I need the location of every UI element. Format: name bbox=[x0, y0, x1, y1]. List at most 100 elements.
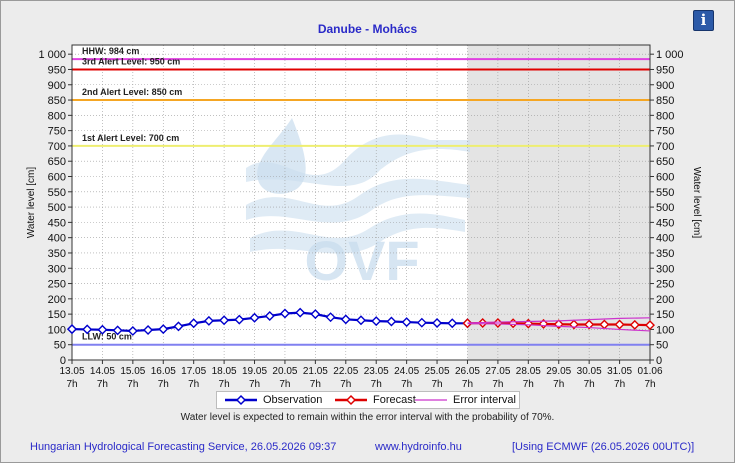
y-tick-label-right: 250 bbox=[656, 279, 674, 291]
y-tick-label-right: 400 bbox=[656, 233, 674, 245]
x-tick-label-hour: 7h bbox=[340, 379, 351, 390]
y-tick-label-left: 800 bbox=[48, 110, 66, 122]
x-tick-label-date: 17.05 bbox=[181, 366, 206, 377]
x-tick-label-date: 28.05 bbox=[516, 366, 541, 377]
y-tick-label-right: 300 bbox=[656, 263, 674, 275]
data-point-observation bbox=[127, 325, 138, 336]
x-tick-label-date: 15.05 bbox=[120, 366, 145, 377]
forecast-line-icon bbox=[335, 394, 367, 406]
y-tick-label-left: 500 bbox=[48, 202, 66, 214]
y-tick-label-right: 450 bbox=[656, 217, 674, 229]
data-point-observation bbox=[371, 316, 382, 327]
y-tick-label-right: 1 000 bbox=[656, 49, 684, 61]
error-interval-lower-line bbox=[467, 323, 651, 332]
watermark-text: OVF bbox=[304, 229, 419, 292]
x-tick-label-date: 18.05 bbox=[212, 366, 237, 377]
data-point-observation bbox=[249, 312, 260, 323]
y-tick-label-left: 400 bbox=[48, 233, 66, 245]
data-point-forecast bbox=[462, 318, 473, 329]
x-tick-label-hour: 7h bbox=[614, 379, 625, 390]
ovf-watermark: OVF bbox=[246, 118, 470, 292]
x-tick-label-hour: 7h bbox=[371, 379, 382, 390]
x-tick-label-date: 16.05 bbox=[151, 366, 176, 377]
x-tick-label-date: 21.05 bbox=[303, 366, 328, 377]
y-tick-label-right: 500 bbox=[656, 202, 674, 214]
y-tick-label-left: 450 bbox=[48, 217, 66, 229]
y-tick-label-right: 0 bbox=[656, 355, 662, 367]
data-point-observation bbox=[173, 321, 184, 332]
y-tick-label-right: 900 bbox=[656, 80, 674, 92]
x-tick-label-hour: 7h bbox=[401, 379, 412, 390]
info-icon[interactable]: i bbox=[693, 10, 714, 31]
x-tick-label-date: 22.05 bbox=[333, 366, 358, 377]
y-tick-label-right: 550 bbox=[656, 187, 674, 199]
data-point-observation bbox=[67, 324, 77, 335]
y-tick-label-left: 600 bbox=[48, 172, 66, 184]
data-point-observation bbox=[340, 314, 351, 325]
x-tick-label-date: 20.05 bbox=[272, 366, 297, 377]
data-point-forecast bbox=[645, 320, 655, 331]
plot-border bbox=[71, 44, 651, 361]
y-tick-label-left: 300 bbox=[48, 263, 66, 275]
y-tick-label-left: 100 bbox=[48, 324, 66, 336]
data-point-observation bbox=[432, 318, 443, 328]
y-tick-label-right: 150 bbox=[656, 309, 674, 321]
forecast-period-shade bbox=[467, 45, 650, 360]
x-tick-label-hour: 7h bbox=[523, 379, 534, 390]
y-tick-label-right: 200 bbox=[656, 294, 674, 306]
data-point-observation bbox=[310, 309, 321, 320]
footer-website-link[interactable]: www.hydroinfo.hu bbox=[375, 441, 462, 453]
data-point-forecast bbox=[614, 319, 625, 330]
x-tick-label-hour: 7h bbox=[219, 379, 230, 390]
x-tick-label-hour: 7h bbox=[249, 379, 260, 390]
x-tick-label-hour: 7h bbox=[158, 379, 169, 390]
x-tick-label-hour: 7h bbox=[644, 379, 655, 390]
x-tick-label-date: 30.05 bbox=[577, 366, 602, 377]
data-point-observation bbox=[325, 312, 336, 323]
data-point-observation bbox=[143, 325, 154, 336]
x-tick-label-date: 25.05 bbox=[425, 366, 450, 377]
x-tick-label-date: 23.05 bbox=[364, 366, 389, 377]
y-tick-label-right: 100 bbox=[656, 324, 674, 336]
x-tick-label-hour: 7h bbox=[584, 379, 595, 390]
watermark-wave-2 bbox=[246, 178, 470, 223]
data-point-observation bbox=[97, 324, 108, 335]
y-tick-label-left: 900 bbox=[48, 80, 66, 92]
x-tick-label-hour: 7h bbox=[127, 379, 138, 390]
y-tick-label-right: 750 bbox=[656, 126, 674, 138]
legend-label-observation: Observation bbox=[263, 394, 323, 406]
data-point-observation bbox=[386, 316, 397, 327]
x-tick-label-hour: 7h bbox=[310, 379, 321, 390]
data-point-observation bbox=[188, 318, 199, 329]
x-tick-label-date: 13.05 bbox=[59, 366, 84, 377]
y-tick-label-left: 850 bbox=[48, 95, 66, 107]
y-tick-label-left: 200 bbox=[48, 294, 66, 306]
watermark-wave-3 bbox=[250, 213, 465, 254]
data-point-observation bbox=[158, 324, 169, 335]
x-tick-label-date: 24.05 bbox=[394, 366, 419, 377]
watermark-wave-1 bbox=[246, 134, 470, 187]
y-tick-label-left: 250 bbox=[48, 279, 66, 291]
x-tick-label-date: 01.06 bbox=[637, 366, 662, 377]
reference-line-label: 2nd Alert Level: 850 cm bbox=[82, 87, 182, 97]
x-tick-label-date: 26.05 bbox=[455, 366, 480, 377]
data-point-observation bbox=[82, 324, 93, 335]
data-point-forecast bbox=[629, 319, 640, 330]
reference-line-label: 3rd Alert Level: 950 cm bbox=[82, 56, 180, 66]
legend-label-forecast: Forecast bbox=[373, 394, 416, 406]
data-point-observation bbox=[279, 308, 290, 319]
legend: Observation Forecast Error interval bbox=[216, 391, 520, 409]
x-tick-label-date: 19.05 bbox=[242, 366, 267, 377]
footer-model-info: [Using ECMWF (26.05.2026 00UTC)] bbox=[512, 441, 695, 453]
data-point-observation bbox=[203, 315, 214, 326]
y-tick-label-left: 700 bbox=[48, 141, 66, 153]
data-point-observation bbox=[447, 318, 458, 329]
data-point-observation bbox=[295, 307, 306, 318]
x-tick-label-date: 27.05 bbox=[485, 366, 510, 377]
data-point-observation bbox=[264, 310, 275, 321]
y-tick-label-right: 950 bbox=[656, 64, 674, 76]
y-tick-label-right: 600 bbox=[656, 172, 674, 184]
x-tick-label-hour: 7h bbox=[553, 379, 564, 390]
x-tick-label-hour: 7h bbox=[97, 379, 108, 390]
data-point-observation bbox=[401, 317, 412, 328]
